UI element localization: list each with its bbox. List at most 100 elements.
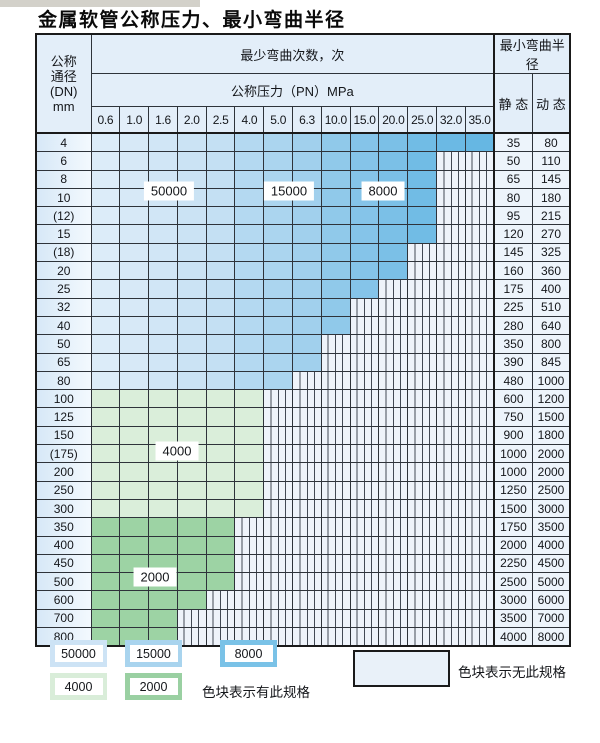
pressure-column-header: 1.0 bbox=[119, 106, 150, 134]
spec-cell bbox=[176, 425, 207, 446]
dynamic-column-header: 动 态 bbox=[531, 73, 571, 134]
spec-cell bbox=[176, 590, 207, 610]
static-radius-cell: 900 bbox=[493, 425, 533, 446]
no-spec-cell bbox=[436, 462, 466, 482]
no-spec-cell bbox=[292, 389, 322, 409]
spec-cell bbox=[90, 187, 121, 208]
spec-cell bbox=[464, 132, 495, 153]
no-spec-cell bbox=[320, 407, 351, 427]
spec-cell bbox=[119, 224, 150, 244]
spec-cell bbox=[119, 297, 150, 317]
dynamic-radius-cell: 215 bbox=[531, 206, 571, 226]
no-spec-cell bbox=[292, 425, 322, 446]
dn-cell: 15 bbox=[35, 224, 92, 244]
spec-cell bbox=[119, 370, 150, 391]
no-spec-cell bbox=[263, 572, 294, 592]
pressure-column-header: 0.6 bbox=[90, 106, 121, 134]
no-spec-cell bbox=[349, 334, 380, 354]
spec-cell bbox=[378, 206, 409, 226]
spec-cell bbox=[349, 206, 380, 226]
no-spec-cell bbox=[378, 297, 409, 317]
spec-cell bbox=[176, 535, 207, 555]
table-row: 350 1750 3500 bbox=[35, 517, 571, 537]
spec-cell bbox=[263, 279, 294, 299]
spec-cell bbox=[234, 370, 265, 391]
no-spec-cell bbox=[292, 627, 322, 647]
no-spec-cell bbox=[407, 553, 438, 574]
no-spec-cell bbox=[349, 553, 380, 574]
dynamic-radius-cell: 360 bbox=[531, 261, 571, 281]
spec-cell bbox=[407, 224, 438, 244]
no-spec-cell bbox=[320, 334, 351, 354]
spec-cell bbox=[407, 151, 438, 171]
table-row: (175) 1000 2000 bbox=[35, 444, 571, 464]
static-radius-cell: 1750 bbox=[493, 517, 533, 537]
no-spec-cell bbox=[349, 297, 380, 317]
no-spec-cell bbox=[464, 517, 495, 537]
no-spec-cell bbox=[407, 517, 438, 537]
cycles-label-4000: 4000 bbox=[155, 441, 199, 461]
no-spec-cell bbox=[464, 187, 495, 208]
spec-cell bbox=[234, 279, 265, 299]
spec-cell bbox=[378, 224, 409, 244]
spec-cell bbox=[263, 151, 294, 171]
static-radius-cell: 225 bbox=[493, 297, 533, 317]
no-spec-cell bbox=[292, 444, 322, 464]
spec-cell bbox=[119, 498, 150, 519]
no-spec-cell bbox=[378, 444, 409, 464]
spec-cell bbox=[234, 444, 265, 464]
legend-swatch-8000: 8000 bbox=[220, 640, 277, 667]
no-spec-cell bbox=[464, 389, 495, 409]
dn-cell: 10 bbox=[35, 187, 92, 208]
dynamic-radius-cell: 270 bbox=[531, 224, 571, 244]
dn-header-line: mm bbox=[52, 98, 75, 114]
no-spec-cell bbox=[378, 553, 409, 574]
no-spec-cell bbox=[436, 407, 466, 427]
no-spec-cell bbox=[436, 370, 466, 391]
static-radius-cell: 2500 bbox=[493, 572, 533, 592]
legend-label-15000: 15000 bbox=[129, 645, 178, 662]
dynamic-radius-cell: 7000 bbox=[531, 608, 571, 629]
spec-cell bbox=[90, 334, 121, 354]
spec-cell bbox=[90, 261, 121, 281]
no-spec-cell bbox=[464, 407, 495, 427]
spec-cell bbox=[263, 370, 294, 391]
spec-cell bbox=[263, 334, 294, 354]
spec-cell bbox=[205, 224, 236, 244]
spec-cell bbox=[119, 279, 150, 299]
spec-cell bbox=[205, 132, 236, 153]
spec-cell bbox=[119, 608, 150, 629]
spec-cell bbox=[205, 444, 236, 464]
spec-cell bbox=[90, 352, 121, 372]
spec-cell bbox=[148, 315, 178, 336]
no-spec-cell bbox=[292, 608, 322, 629]
no-spec-cell bbox=[349, 590, 380, 610]
spec-cell bbox=[148, 517, 178, 537]
table-row: 32 225 510 bbox=[35, 297, 571, 317]
no-spec-cell bbox=[349, 444, 380, 464]
legend-label-8000: 8000 bbox=[224, 645, 273, 662]
spec-cell bbox=[176, 261, 207, 281]
dn-header-line: 公称 bbox=[50, 53, 77, 69]
spec-cell bbox=[234, 187, 265, 208]
no-spec-cell bbox=[407, 261, 438, 281]
no-spec-cell bbox=[378, 498, 409, 519]
spec-cell bbox=[263, 352, 294, 372]
no-spec-cell bbox=[407, 572, 438, 592]
no-spec-cell bbox=[436, 297, 466, 317]
no-spec-cell bbox=[320, 462, 351, 482]
table-row: 65 390 845 bbox=[35, 352, 571, 372]
no-spec-cell bbox=[407, 407, 438, 427]
no-spec-cell bbox=[320, 572, 351, 592]
no-spec-cell bbox=[436, 535, 466, 555]
spec-cell bbox=[148, 480, 178, 500]
legend-has-spec-text: 色块表示有此规格 bbox=[202, 685, 310, 700]
no-spec-cell bbox=[292, 480, 322, 500]
spec-cell bbox=[148, 132, 178, 153]
spec-cell bbox=[90, 242, 121, 263]
spec-cell bbox=[90, 370, 121, 391]
spec-cell bbox=[119, 242, 150, 263]
spec-cell bbox=[119, 187, 150, 208]
dn-header-line: 通径 bbox=[50, 68, 77, 84]
